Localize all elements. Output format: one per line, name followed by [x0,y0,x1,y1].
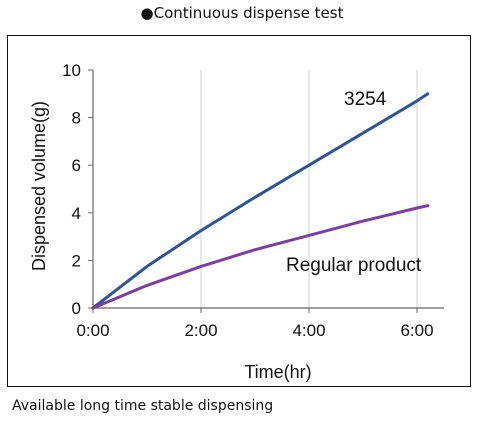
y-tick-label: 4 [72,204,81,223]
chart-title: ●Continuous dispense test [140,4,344,22]
y-tick-label: 6 [72,156,81,175]
axes [92,70,444,309]
x-tick-label: 4:00 [292,321,325,340]
y-tick-label: 0 [72,299,81,318]
y-tick-label: 2 [72,251,81,270]
series-line-3254 [91,92,430,310]
series-label-regular-product: Regular product [286,255,422,276]
y-tick-label: 10 [62,61,81,80]
y-tick-labels: 0 2 4 6 8 10 [62,61,93,318]
series-label-3254: 3254 [344,89,387,110]
series-lines [91,92,430,310]
x-tick-labels: 0:00 2:00 4:00 6:00 [76,308,434,340]
x-tick-label: 0:00 [76,321,109,340]
chart-frame [7,35,471,387]
y-tick-label: 8 [72,109,81,128]
x-tick-label: 2:00 [184,321,217,340]
x-tick-label: 6:00 [400,321,433,340]
x-axis-title: Time(hr) [244,362,311,382]
caption: Available long time stable dispensing [12,398,274,414]
gridlines [200,70,418,308]
y-axis-title: Dispensed volume(g) [29,101,49,271]
series-line-regular-product [91,204,430,310]
